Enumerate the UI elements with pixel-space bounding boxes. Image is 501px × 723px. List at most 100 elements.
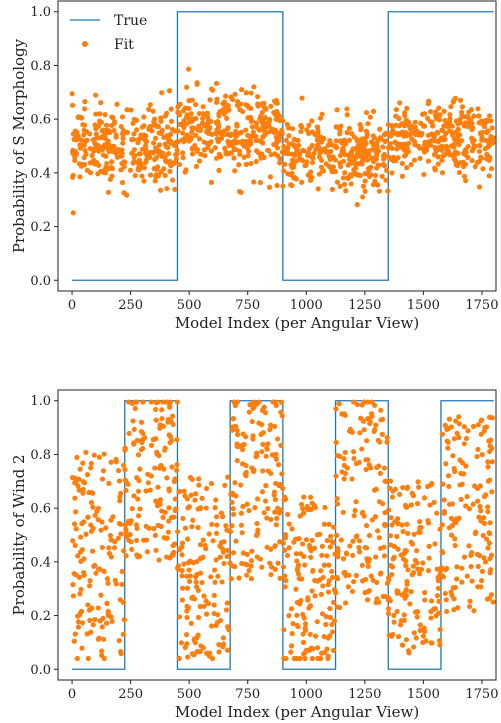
fit-point — [286, 133, 292, 139]
fit-point — [425, 158, 431, 164]
fit-point — [212, 145, 218, 151]
fit-point — [400, 484, 406, 491]
fit-point — [72, 631, 78, 637]
fit-point — [329, 574, 336, 581]
fit-point — [273, 456, 279, 462]
fit-point — [204, 110, 210, 116]
fit-point — [122, 522, 128, 528]
fit-point — [415, 479, 421, 485]
fit-point — [166, 488, 172, 494]
fit-point — [437, 526, 443, 532]
fit-point — [411, 630, 417, 636]
fit-point — [135, 496, 141, 502]
fit-point — [465, 428, 471, 434]
fit-point — [188, 620, 194, 626]
fit-point — [274, 108, 280, 115]
fit-point — [189, 151, 196, 157]
fit-point — [136, 167, 142, 173]
fit-point — [231, 399, 237, 405]
fit-point — [273, 140, 279, 146]
fit-point — [265, 468, 271, 474]
fit-point — [437, 144, 443, 150]
fit-point — [206, 125, 212, 131]
fit-point — [214, 136, 221, 142]
fit-point — [361, 513, 367, 519]
fit-point — [361, 399, 367, 405]
fit-point — [411, 531, 417, 537]
fit-point — [117, 597, 123, 603]
fit-point — [88, 499, 95, 506]
legend: True Fit — [70, 13, 147, 53]
fit-point — [109, 122, 115, 129]
fit-point — [229, 499, 235, 505]
y-tick-label: 0.4 — [30, 555, 51, 570]
fit-point — [305, 595, 311, 601]
fit-point — [351, 157, 357, 163]
fit-point — [307, 631, 313, 637]
fit-point — [475, 584, 481, 590]
fit-point — [232, 168, 238, 174]
fit-point — [129, 150, 135, 156]
x-tick-label: 1250 — [348, 298, 381, 313]
fit-point — [179, 573, 185, 579]
fit-point — [272, 127, 279, 133]
fit-point — [142, 435, 148, 441]
fit-point — [338, 139, 345, 146]
fit-point — [158, 463, 164, 469]
fit-point — [73, 572, 79, 578]
fit-point — [471, 137, 477, 143]
fit-point — [220, 100, 226, 107]
fit-point — [223, 151, 229, 157]
fit-point — [296, 151, 303, 157]
fit-point — [241, 154, 247, 160]
x-tick-label: 1500 — [407, 298, 440, 313]
fit-point — [479, 417, 485, 423]
fit-point — [427, 502, 433, 508]
fit-point — [449, 501, 456, 507]
fit-point — [375, 162, 382, 168]
fit-point — [448, 143, 454, 149]
fit-point — [444, 438, 450, 444]
fit-point — [234, 427, 240, 434]
fit-point — [168, 106, 174, 112]
fit-point — [116, 149, 123, 155]
fit-point — [99, 648, 105, 654]
fit-point — [451, 607, 457, 613]
fit-point — [346, 125, 352, 132]
fit-point — [254, 453, 260, 459]
fit-point — [267, 128, 273, 135]
fit-point — [115, 468, 122, 474]
fit-point — [108, 459, 114, 465]
fit-point — [127, 167, 134, 173]
fit-point — [109, 114, 115, 120]
fit-point — [131, 493, 137, 499]
fit-point — [363, 457, 369, 463]
legend-fit-marker — [82, 41, 88, 47]
fit-point — [333, 406, 339, 412]
legend-fit-label: Fit — [114, 37, 134, 53]
fit-point — [225, 553, 232, 559]
fit-point — [234, 123, 240, 129]
fit-point — [402, 132, 409, 138]
fit-point — [434, 510, 440, 516]
fit-point — [70, 581, 76, 588]
fit-point — [318, 568, 324, 574]
fit-point — [196, 136, 203, 142]
fit-point — [479, 451, 485, 458]
fit-point — [435, 585, 441, 591]
fit-point — [277, 160, 283, 166]
fit-point — [371, 135, 378, 141]
fit-point — [266, 147, 272, 154]
fit-point — [220, 514, 226, 520]
fit-point — [72, 542, 78, 548]
fit-point — [281, 168, 287, 174]
fit-point — [160, 399, 166, 405]
fit-point — [83, 531, 89, 537]
fit-point — [429, 640, 435, 646]
fit-point — [247, 402, 253, 408]
fit-point — [344, 130, 350, 136]
fit-point — [243, 127, 249, 133]
fit-point — [148, 399, 154, 405]
fit-point — [268, 571, 274, 578]
